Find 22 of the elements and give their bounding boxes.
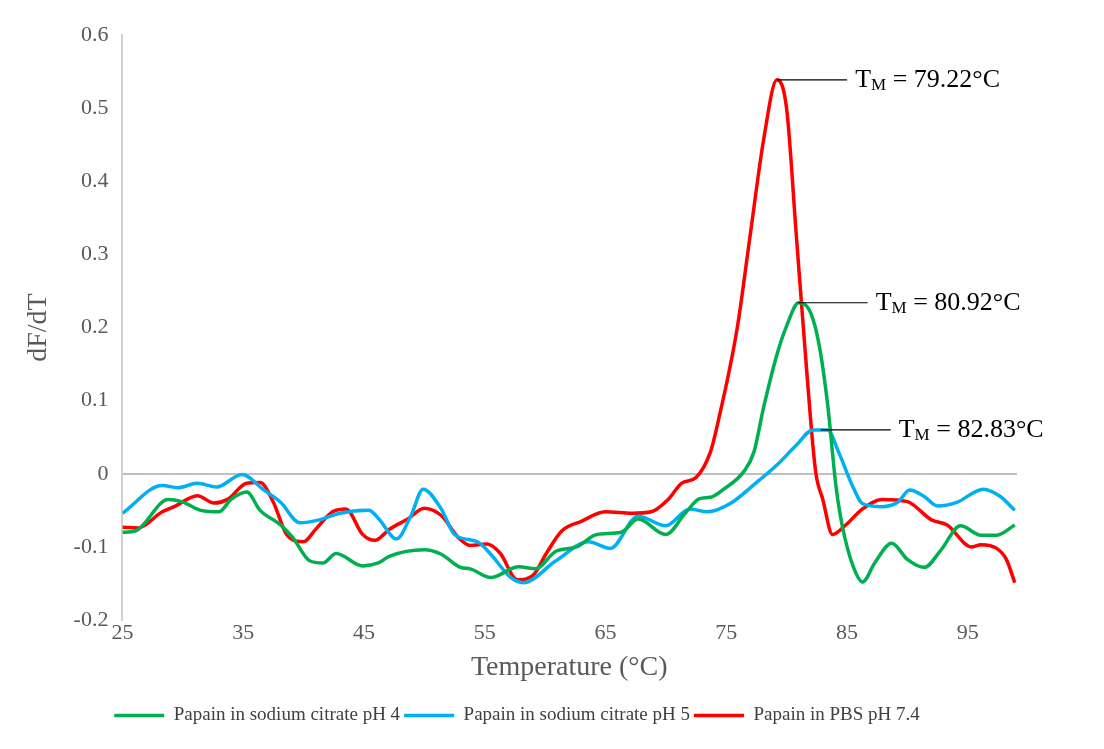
legend-label: Papain in sodium citrate pH 4 (173, 703, 401, 725)
x-tick-label: 25 (111, 618, 134, 644)
y-tick-label: 0.1 (80, 386, 109, 412)
x-axis-title: Temperature (°C) (470, 649, 668, 681)
y-tick-label: -0.1 (73, 532, 109, 558)
y-tick-label: 0.5 (80, 94, 109, 120)
y-tick-label: 0.2 (80, 313, 109, 339)
x-tick-label: 65 (594, 618, 617, 644)
x-tick-label: 45 (352, 618, 375, 644)
y-tick-label: 0.6 (80, 20, 109, 46)
y-tick-label: 0.3 (80, 240, 109, 266)
legend-label: Papain in sodium citrate pH 5 (463, 703, 691, 725)
y-axis-title: dF/dT (21, 293, 53, 362)
y-tick-label: 0.4 (80, 167, 109, 193)
x-tick-label: 95 (956, 618, 979, 644)
x-tick-label: 75 (715, 618, 738, 644)
x-tick-label: 55 (473, 618, 496, 644)
y-tick-label: -0.2 (73, 605, 109, 631)
x-tick-label: 35 (232, 618, 255, 644)
y-tick-label: 0 (97, 459, 109, 485)
legend-label: Papain in PBS pH 7.4 (753, 703, 921, 725)
x-tick-label: 85 (835, 618, 858, 644)
